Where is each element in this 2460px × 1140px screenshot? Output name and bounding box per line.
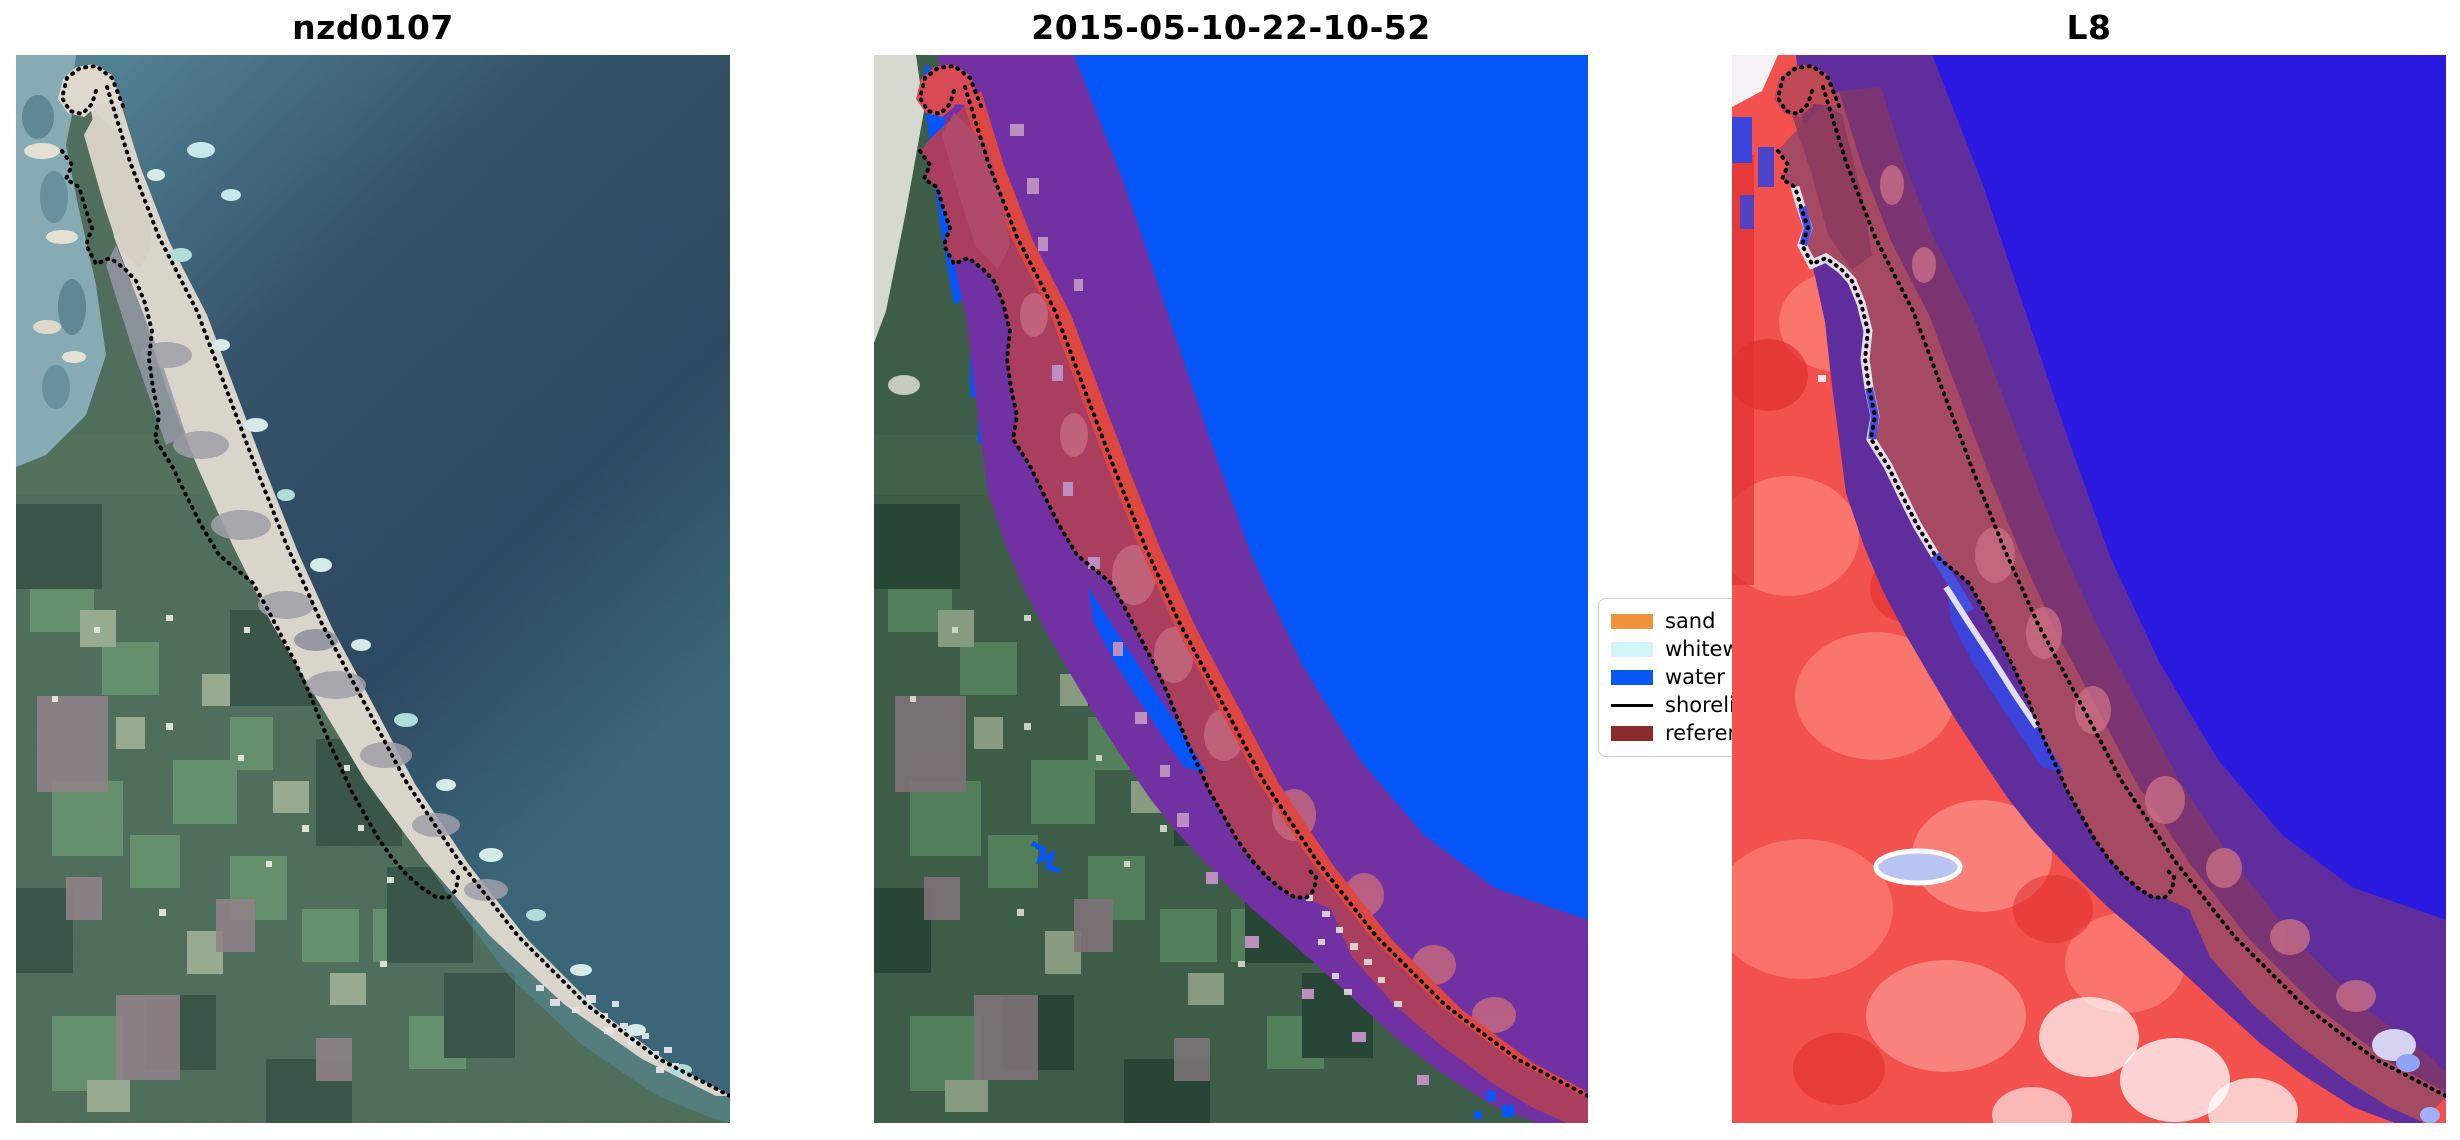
town (1306, 895, 1402, 1007)
legend-water-swatch (1611, 669, 1653, 685)
river-squiggle (1030, 840, 1061, 874)
panel-title-true-color: nzd0107 (292, 8, 454, 47)
legend-whitewater-swatch (1611, 641, 1653, 657)
spit-channels-blue (1732, 117, 1774, 229)
legend-sand-swatch (1611, 613, 1653, 629)
photo-grain (16, 55, 730, 1123)
legend-item-sand: sand (1611, 607, 1837, 635)
estuary-sand-streaks (874, 55, 924, 395)
bottom-right-details (2372, 1029, 2446, 1123)
panel-classification-image (874, 55, 1588, 1123)
legend-label: water (1665, 665, 1725, 689)
legend-label: sand (1665, 609, 1716, 633)
river-mouth-dots (1474, 1091, 1514, 1119)
panel-true-color-image (16, 55, 730, 1123)
panel-landsat8-image (1732, 55, 2446, 1123)
corner-white (1732, 55, 1778, 107)
panel-title-landsat8: L8 (2066, 8, 2112, 47)
panel-title-classification: 2015-05-10-22-10-52 (1031, 8, 1431, 47)
legend-shoreline-swatch (1611, 703, 1653, 707)
dune-band-light-patches (1880, 165, 2376, 1012)
wedge-white-rim (1943, 585, 2040, 729)
spit-maroon (1792, 85, 1872, 270)
lake (1873, 848, 1963, 886)
legend-reference-swatch (1611, 725, 1653, 741)
legend-item-water: water (1611, 663, 1837, 691)
